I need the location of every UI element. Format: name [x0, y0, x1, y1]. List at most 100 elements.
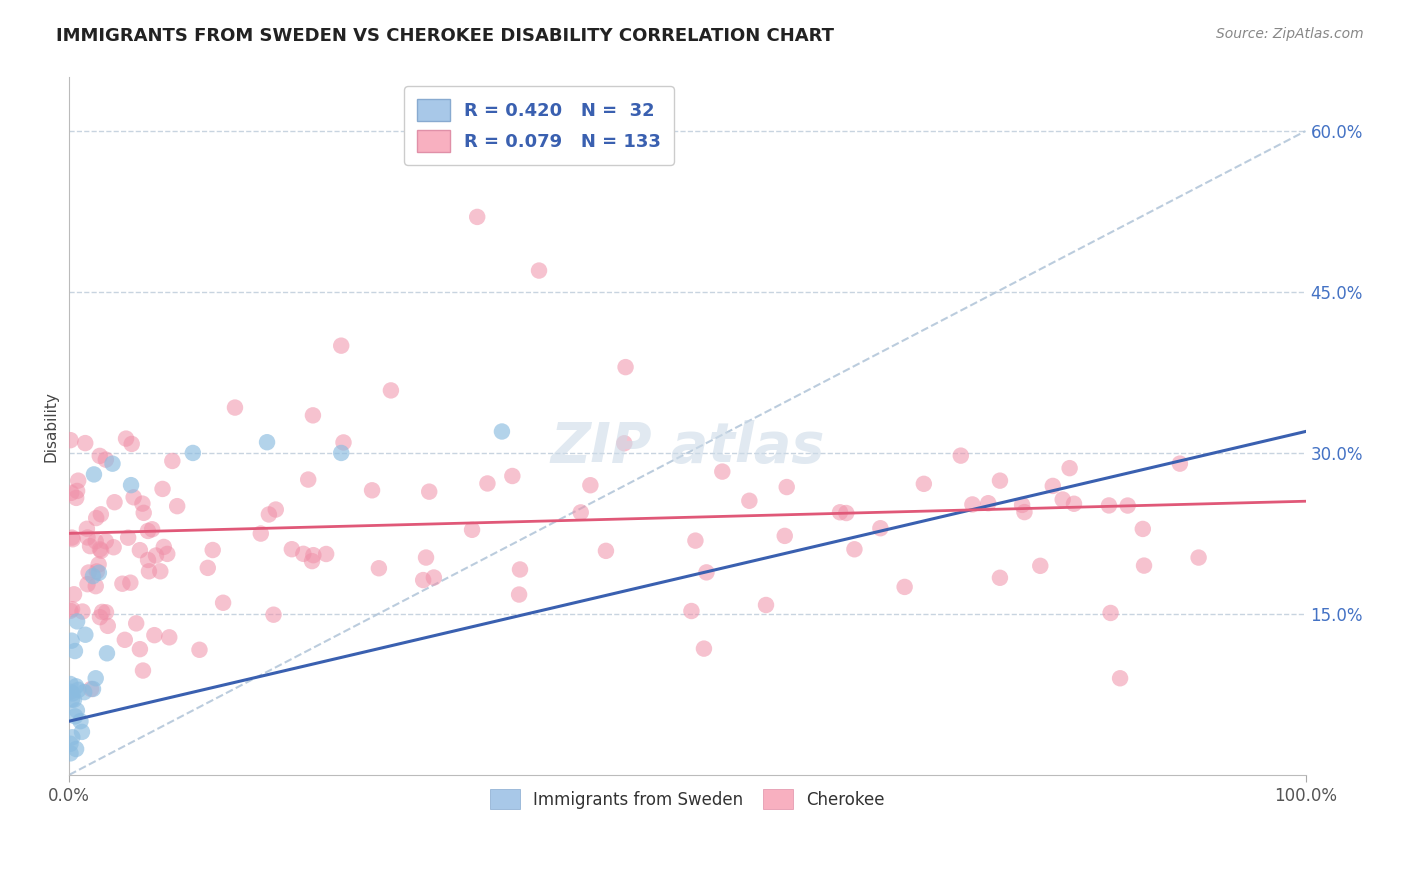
- Point: [60, 602, 83, 616]
- Point: [128, 543, 150, 558]
- Point: [103, 541, 125, 555]
- Point: [101, 457, 124, 471]
- Point: [418, 484, 440, 499]
- Point: [65, 679, 87, 693]
- Point: [138, 564, 160, 578]
- Point: [1011, 498, 1033, 512]
- Point: [188, 642, 211, 657]
- Point: [315, 547, 337, 561]
- Point: [84, 534, 107, 549]
- Point: [695, 566, 717, 580]
- Point: [84, 511, 107, 525]
- Point: [90, 508, 112, 522]
- Point: [302, 409, 325, 423]
- Point: [380, 384, 402, 398]
- Point: [264, 502, 287, 516]
- Point: [87, 566, 110, 580]
- Point: [136, 553, 159, 567]
- Point: [149, 564, 172, 578]
- Point: [84, 579, 107, 593]
- Point: [988, 474, 1011, 488]
- Point: [59, 677, 82, 691]
- Point: [415, 550, 437, 565]
- Point: [477, 476, 499, 491]
- Point: [569, 505, 592, 519]
- Point: [60, 486, 83, 500]
- Point: [59, 433, 82, 447]
- Point: [1133, 558, 1156, 573]
- Point: [681, 604, 703, 618]
- Point: [292, 547, 315, 561]
- Point: [82, 681, 104, 696]
- Point: [330, 446, 353, 460]
- Point: [94, 452, 117, 467]
- Point: [111, 576, 134, 591]
- Point: [1059, 461, 1081, 475]
- Point: [257, 508, 280, 522]
- Point: [835, 506, 858, 520]
- Point: [755, 598, 778, 612]
- Point: [508, 588, 530, 602]
- Point: [152, 540, 174, 554]
- Point: [773, 529, 796, 543]
- Point: [361, 483, 384, 498]
- Point: [76, 577, 98, 591]
- Point: [115, 432, 138, 446]
- Point: [1099, 606, 1122, 620]
- Point: [141, 522, 163, 536]
- Text: Source: ZipAtlas.com: Source: ZipAtlas.com: [1216, 27, 1364, 41]
- Point: [977, 496, 1000, 510]
- Point: [201, 543, 224, 558]
- Point: [131, 497, 153, 511]
- Point: [166, 499, 188, 513]
- Point: [96, 646, 118, 660]
- Point: [1029, 558, 1052, 573]
- Point: [79, 539, 101, 553]
- Point: [80, 681, 103, 696]
- Point: [263, 607, 285, 622]
- Point: [330, 339, 353, 353]
- Text: ZIP atlas: ZIP atlas: [550, 420, 824, 474]
- Point: [1063, 497, 1085, 511]
- Point: [63, 587, 86, 601]
- Point: [501, 469, 523, 483]
- Point: [1168, 457, 1191, 471]
- Point: [75, 436, 97, 450]
- Point: [59, 604, 82, 618]
- Point: [84, 671, 107, 685]
- Point: [367, 561, 389, 575]
- Point: [89, 610, 111, 624]
- Point: [90, 543, 112, 558]
- Point: [75, 628, 97, 642]
- Point: [132, 664, 155, 678]
- Point: [67, 682, 90, 697]
- Point: [132, 506, 155, 520]
- Point: [82, 569, 104, 583]
- Point: [129, 642, 152, 657]
- Point: [893, 580, 915, 594]
- Point: [197, 561, 219, 575]
- Point: [65, 491, 87, 505]
- Point: [143, 628, 166, 642]
- Point: [83, 467, 105, 482]
- Point: [256, 435, 278, 450]
- Point: [157, 630, 180, 644]
- Point: [988, 571, 1011, 585]
- Point: [1042, 479, 1064, 493]
- Point: [63, 692, 86, 706]
- Point: [136, 524, 159, 538]
- Point: [711, 465, 734, 479]
- Point: [212, 596, 235, 610]
- Point: [94, 534, 117, 549]
- Point: [69, 714, 91, 728]
- Point: [614, 360, 637, 375]
- Point: [461, 523, 484, 537]
- Point: [297, 473, 319, 487]
- Point: [89, 449, 111, 463]
- Point: [65, 742, 87, 756]
- Point: [72, 605, 94, 619]
- Point: [423, 570, 446, 584]
- Text: IMMIGRANTS FROM SWEDEN VS CHEROKEE DISABILITY CORRELATION CHART: IMMIGRANTS FROM SWEDEN VS CHEROKEE DISAB…: [56, 27, 834, 45]
- Point: [145, 549, 167, 563]
- Point: [117, 531, 139, 545]
